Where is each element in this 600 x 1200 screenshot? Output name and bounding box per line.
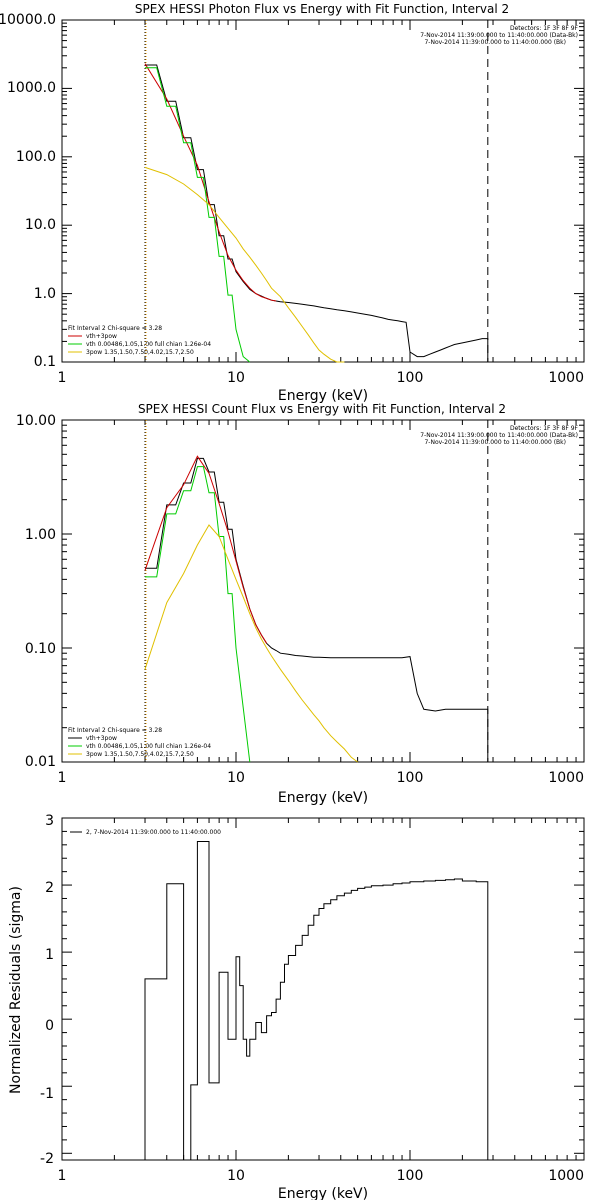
data-interval-text: 7-Nov-2014 11:39:00.000 to 11:40:00.000 … [420,432,578,439]
y-tick-label: 0.01 [25,754,56,770]
background-interval-text: 7-Nov-2014 11:39:00.000 to 11:40:00.000 … [424,439,566,446]
x-tick-label: 1000 [548,770,584,786]
detectors-text: Detectors: 1F 3F 8F 9F [510,25,579,32]
photon-flux-x-tick-labels: 1 10 100 1000 [58,370,584,386]
series-line [145,67,251,363]
series-line [144,455,268,644]
fit-total-legend: vth+3pow [86,735,117,742]
x-tick-label: 100 [397,1168,424,1184]
detectors-text: Detectors: 1F 3F 8F 9F [510,425,579,432]
y-tick-label: 3 [45,813,54,829]
fit-3pow-legend: 3pow 1.35,1.50,7.50,4.02,15.7,2.50 [86,751,194,758]
count-flux-info-block: Detectors: 1F 3F 8F 9F 7-Nov-2014 11:39:… [420,425,578,446]
x-tick-label: 10 [227,370,245,386]
y-tick-label: 1.00 [25,527,56,543]
count-flux-x-axis-label: Energy (keV) [278,790,368,806]
photon-flux-info-block: Detectors: 1F 3F 8F 9F 7-Nov-2014 11:39:… [420,25,578,46]
series-line [144,524,358,763]
x-tick-label: 100 [397,770,424,786]
plot-layer [61,20,584,1161]
y-tick-label: 0 [45,1018,54,1034]
y-tick-label: 0.1 [34,354,56,370]
y-tick-label: 10000.0 [0,12,56,28]
series-line [145,64,489,362]
y-tick-label: 10.00 [16,413,56,429]
y-tick-label: 10.0 [25,217,56,233]
y-tick-label: 1000.0 [7,80,56,96]
count-flux-y-tick-labels: 10.00 1.00 0.10 0.01 [16,413,56,770]
photon-flux-fit-text: Fit Interval 2 Chi-square = 3.28 vth+3po… [68,325,211,356]
fit-vth-legend: vth 0.00486,1.05,1.00 full chian 1.26e-0… [86,743,211,750]
count-flux-panel: SPEX HESSI Count Flux vs Energy with Fit… [16,402,585,806]
fit-3pow-legend: 3pow 1.35,1.50,7.50,4.02,15.7,2.50 [86,349,194,356]
series-line [144,63,277,302]
x-tick-label: 1 [58,1168,67,1184]
residuals-axes-frame [61,817,585,1161]
y-tick-label: 1 [45,947,54,963]
background-interval-text: 7-Nov-2014 11:39:00.000 to 11:40:00.000 … [424,39,566,46]
count-flux-title: SPEX HESSI Count Flux vs Energy with Fit… [138,402,506,416]
data-interval-text: 7-Nov-2014 11:39:00.000 to 11:40:00.000 … [420,32,578,39]
photon-flux-x-axis-label: Energy (keV) [278,388,368,404]
residuals-legend: 2, 7-Nov-2014 11:39:00.000 to 11:40:00.0… [70,829,221,836]
x-tick-label: 1 [58,370,67,386]
x-tick-label: 1000 [548,370,584,386]
x-tick-label: 10 [227,1168,245,1184]
photon-flux-title: SPEX HESSI Photon Flux vs Energy with Fi… [135,2,509,16]
residuals-panel: 3 2 1 0 -1 -2 1 10 100 1000 Energy (keV)… [8,813,585,1200]
x-tick-label: 10 [227,770,245,786]
series-line [145,457,489,762]
count-flux-x-tick-labels: 1 10 100 1000 [58,770,584,786]
x-tick-label: 1000 [548,1168,584,1184]
series-line [144,841,489,1161]
fit-chisq-text: Fit Interval 2 Chi-square = 3.28 [68,727,162,734]
photon-flux-panel: SPEX HESSI Photon Flux vs Energy with Fi… [0,2,585,404]
photon-flux-y-tick-labels: 10000.0 1000.0 100.0 10.0 1.0 0.1 [0,12,56,370]
photon-flux-axes-frame [61,19,585,363]
fit-total-legend: vth+3pow [86,333,117,340]
residuals-x-axis-label: Energy (keV) [278,1186,368,1200]
residuals-x-tick-labels: 1 10 100 1000 [58,1168,584,1184]
y-tick-label: 1.0 [34,286,56,302]
y-tick-label: 2 [45,880,54,896]
fit-chisq-text: Fit Interval 2 Chi-square = 3.28 [68,325,162,332]
y-tick-label: -2 [40,1151,54,1167]
residuals-y-axis-label: Normalized Residuals (sigma) [8,886,24,1094]
series-line [144,166,345,363]
residuals-y-tick-labels: 3 2 1 0 -1 -2 [40,813,54,1167]
count-flux-axes-frame [61,419,585,763]
fit-vth-legend: vth 0.00486,1.05,1.00 full chian 1.26e-0… [86,341,211,348]
series-line [145,466,251,763]
y-tick-label: -1 [40,1086,54,1102]
y-tick-label: 0.10 [25,641,56,657]
x-tick-label: 100 [397,370,424,386]
y-tick-label: 100.0 [16,149,56,165]
count-flux-fit-text: Fit Interval 2 Chi-square = 3.28 vth+3po… [68,727,211,758]
residuals-legend-label: 2, 7-Nov-2014 11:39:00.000 to 11:40:00.0… [86,829,221,836]
x-tick-label: 1 [58,770,67,786]
